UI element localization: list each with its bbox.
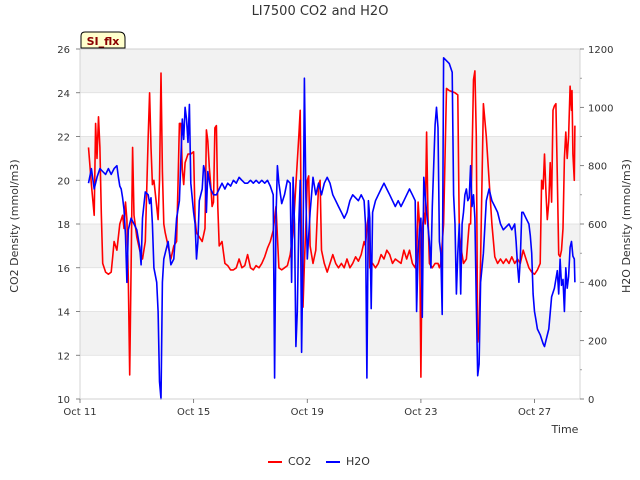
y-axis-right-label: H2O Density (mmol/m3) [620, 159, 633, 293]
x-tick-label: Oct 23 [404, 407, 437, 418]
chart-title: LI7500 CO2 and H2O [252, 4, 389, 19]
background-band [80, 311, 580, 356]
site-badge-box [80, 31, 126, 49]
series-layer [87, 56, 576, 400]
y-right-tick-label: 200 [588, 337, 607, 348]
site-badge: SI_flx [80, 31, 126, 49]
y-left-tick-label: 16 [57, 264, 70, 275]
legend-co2-label: CO2 [288, 455, 311, 468]
y-left-tick-label: 18 [57, 220, 70, 231]
x-axis-label: Time [551, 423, 579, 436]
y-left-tick-label: 22 [57, 133, 70, 144]
x-tick-label: Oct 15 [177, 407, 210, 418]
y-left-tick-label: 26 [57, 45, 70, 56]
y-right-tick-label: 600 [588, 220, 607, 231]
legend: CO2 H2O [268, 455, 370, 468]
site-badge-label: SI_flx [87, 35, 120, 48]
y-left-tick-label: 24 [57, 89, 70, 100]
y-right-tick-label: 0 [588, 395, 594, 406]
y-left-tick-label: 12 [57, 351, 70, 362]
y-right-tick-label: 1000 [588, 103, 613, 114]
x-tick-label: Oct 19 [291, 407, 324, 418]
background-band [80, 49, 580, 93]
x-tick-label: Oct 11 [63, 407, 96, 418]
y-left-tick-label: 20 [57, 176, 70, 187]
y-right-tick-label: 400 [588, 278, 607, 289]
y-right-tick-label: 800 [588, 162, 607, 173]
y-axis-left-label: CO2 Density (mmol/m3) [8, 159, 21, 292]
series-line-h2o [87, 56, 576, 400]
y-left-tick-label: 14 [57, 308, 70, 319]
axes: 10 12 14 16 18 20 22 24 26 0 200 400 600 800 1000 1200 O… [57, 45, 613, 418]
y-right-tick-label: 1200 [588, 45, 613, 56]
y-left-tick-label: 10 [57, 395, 70, 406]
legend-h2o-label: H2O [346, 455, 370, 468]
background-band [80, 92, 580, 137]
background-band [80, 355, 580, 399]
series-line-co2 [87, 70, 576, 378]
x-tick-label: Oct 27 [518, 407, 551, 418]
background-band [80, 136, 580, 181]
